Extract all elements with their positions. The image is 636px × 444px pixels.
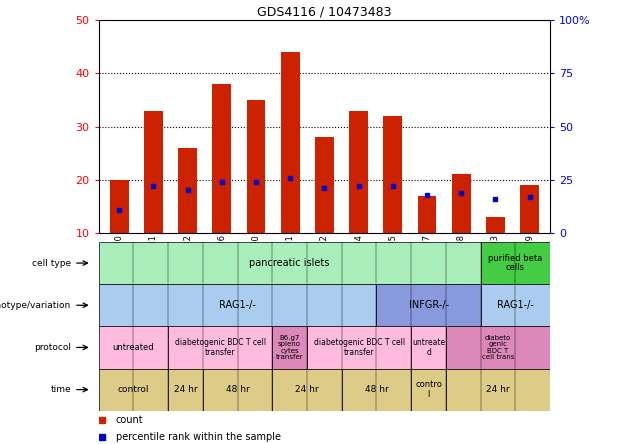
Bar xyxy=(247,100,265,233)
Text: B6.g7
spleno
cytes
transfer: B6.g7 spleno cytes transfer xyxy=(276,335,303,360)
Bar xyxy=(384,116,402,233)
Text: cell type: cell type xyxy=(32,258,71,268)
Bar xyxy=(212,84,231,233)
FancyBboxPatch shape xyxy=(411,326,446,369)
FancyBboxPatch shape xyxy=(99,284,377,326)
FancyBboxPatch shape xyxy=(272,369,342,411)
Text: RAG1-/-: RAG1-/- xyxy=(497,300,534,310)
Text: diabetogenic BDC T cell
transfer: diabetogenic BDC T cell transfer xyxy=(175,338,266,357)
Text: count: count xyxy=(116,415,143,425)
Text: protocol: protocol xyxy=(34,343,71,352)
Text: time: time xyxy=(50,385,71,394)
FancyBboxPatch shape xyxy=(481,284,550,326)
FancyBboxPatch shape xyxy=(168,369,203,411)
Text: untreate
d: untreate d xyxy=(412,338,445,357)
Bar xyxy=(109,180,128,233)
Text: 24 hr: 24 hr xyxy=(295,385,319,394)
FancyBboxPatch shape xyxy=(481,242,550,284)
FancyBboxPatch shape xyxy=(411,369,446,411)
FancyBboxPatch shape xyxy=(446,369,550,411)
Bar xyxy=(144,111,163,233)
Text: contro
l: contro l xyxy=(415,380,442,399)
FancyBboxPatch shape xyxy=(272,326,307,369)
Text: control: control xyxy=(118,385,149,394)
FancyBboxPatch shape xyxy=(99,242,481,284)
FancyBboxPatch shape xyxy=(307,326,411,369)
FancyBboxPatch shape xyxy=(168,326,272,369)
Text: diabetogenic BDC T cell
transfer: diabetogenic BDC T cell transfer xyxy=(314,338,404,357)
Bar xyxy=(315,137,334,233)
Bar xyxy=(520,185,539,233)
Text: 24 hr: 24 hr xyxy=(174,385,197,394)
Bar xyxy=(178,148,197,233)
Bar xyxy=(418,196,436,233)
Text: pancreatic islets: pancreatic islets xyxy=(249,258,330,268)
Text: untreated: untreated xyxy=(113,343,154,352)
Bar xyxy=(349,111,368,233)
Text: genotype/variation: genotype/variation xyxy=(0,301,71,310)
FancyBboxPatch shape xyxy=(99,369,168,411)
Text: purified beta
cells: purified beta cells xyxy=(488,254,543,273)
FancyBboxPatch shape xyxy=(446,326,550,369)
Text: percentile rank within the sample: percentile rank within the sample xyxy=(116,432,280,442)
Text: 48 hr: 48 hr xyxy=(364,385,389,394)
Text: RAG1-/-: RAG1-/- xyxy=(219,300,256,310)
Text: 24 hr: 24 hr xyxy=(487,385,510,394)
Bar xyxy=(280,52,300,233)
Bar xyxy=(486,217,505,233)
FancyBboxPatch shape xyxy=(342,369,411,411)
Title: GDS4116 / 10473483: GDS4116 / 10473483 xyxy=(257,6,392,19)
Text: 48 hr: 48 hr xyxy=(226,385,249,394)
FancyBboxPatch shape xyxy=(377,284,481,326)
Text: INFGR-/-: INFGR-/- xyxy=(408,300,448,310)
FancyBboxPatch shape xyxy=(99,326,168,369)
FancyBboxPatch shape xyxy=(203,369,272,411)
Bar xyxy=(452,174,471,233)
Text: diabeto
genic
BDC T
cell trans: diabeto genic BDC T cell trans xyxy=(482,335,515,360)
